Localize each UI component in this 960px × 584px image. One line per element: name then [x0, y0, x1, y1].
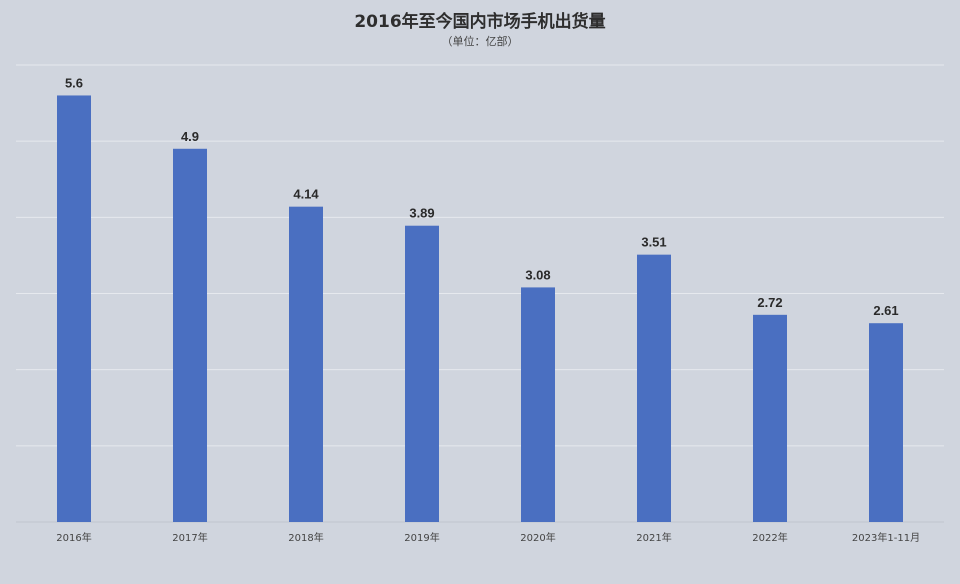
chart-title: 2016年至今国内市场手机出货量: [354, 11, 605, 32]
bar: [289, 206, 323, 523]
x-tick-label: 2018年: [288, 531, 323, 544]
data-label: 4.9: [181, 129, 199, 144]
bar: [405, 225, 439, 522]
bar: [57, 95, 91, 522]
bar: [869, 323, 903, 522]
gridlines: [16, 64, 944, 523]
x-tick-label: 2023年1-11月: [852, 531, 920, 544]
bar: [521, 287, 555, 522]
bar: [637, 254, 671, 522]
x-tick-label: 2021年: [636, 531, 671, 544]
x-tick-label: 2020年: [520, 531, 555, 544]
bars: [57, 95, 903, 523]
data-label: 3.89: [409, 206, 434, 221]
data-label: 3.51: [641, 235, 666, 250]
data-label: 3.08: [525, 267, 550, 282]
data-labels: 5.6 4.9 4.14 3.89 3.08 3.51 2.72 2.61: [65, 75, 899, 318]
x-tick-label: 2017年: [172, 531, 207, 544]
data-label: 2.61: [873, 303, 898, 318]
bar: [753, 314, 787, 522]
x-tick-labels: 2016年 2017年 2018年 2019年 2020年 2021年 2022年 2023年…: [56, 531, 920, 544]
x-tick-label: 2019年: [404, 531, 439, 544]
data-label: 5.6: [65, 75, 83, 90]
x-tick-label: 2022年: [752, 531, 787, 544]
x-tick-label: 2016年: [56, 531, 91, 544]
chart-subtitle: （单位：亿部）: [442, 34, 519, 48]
data-label: 4.14: [293, 187, 319, 202]
data-label: 2.72: [757, 295, 782, 310]
bar: [173, 148, 207, 523]
